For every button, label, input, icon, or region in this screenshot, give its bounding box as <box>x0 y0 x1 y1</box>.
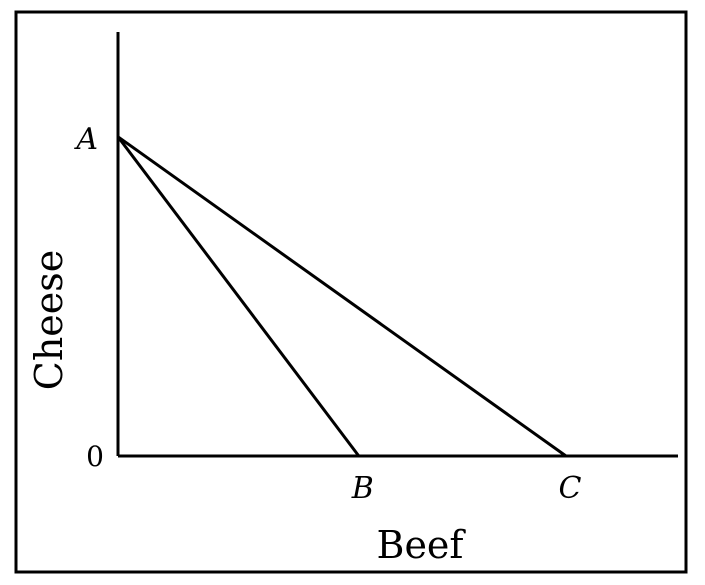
line-a-b <box>116 135 360 457</box>
point-label-c: C <box>559 471 582 506</box>
y-axis-label: Cheese <box>27 250 71 391</box>
point-label-b: B <box>351 471 374 506</box>
origin-label: 0 <box>86 440 104 473</box>
x-axis-label: Beef <box>377 523 467 567</box>
point-label-a: A <box>73 122 98 157</box>
outer-frame <box>14 10 688 574</box>
line-a-c <box>117 135 567 458</box>
plot-area: A B C <box>73 32 678 506</box>
